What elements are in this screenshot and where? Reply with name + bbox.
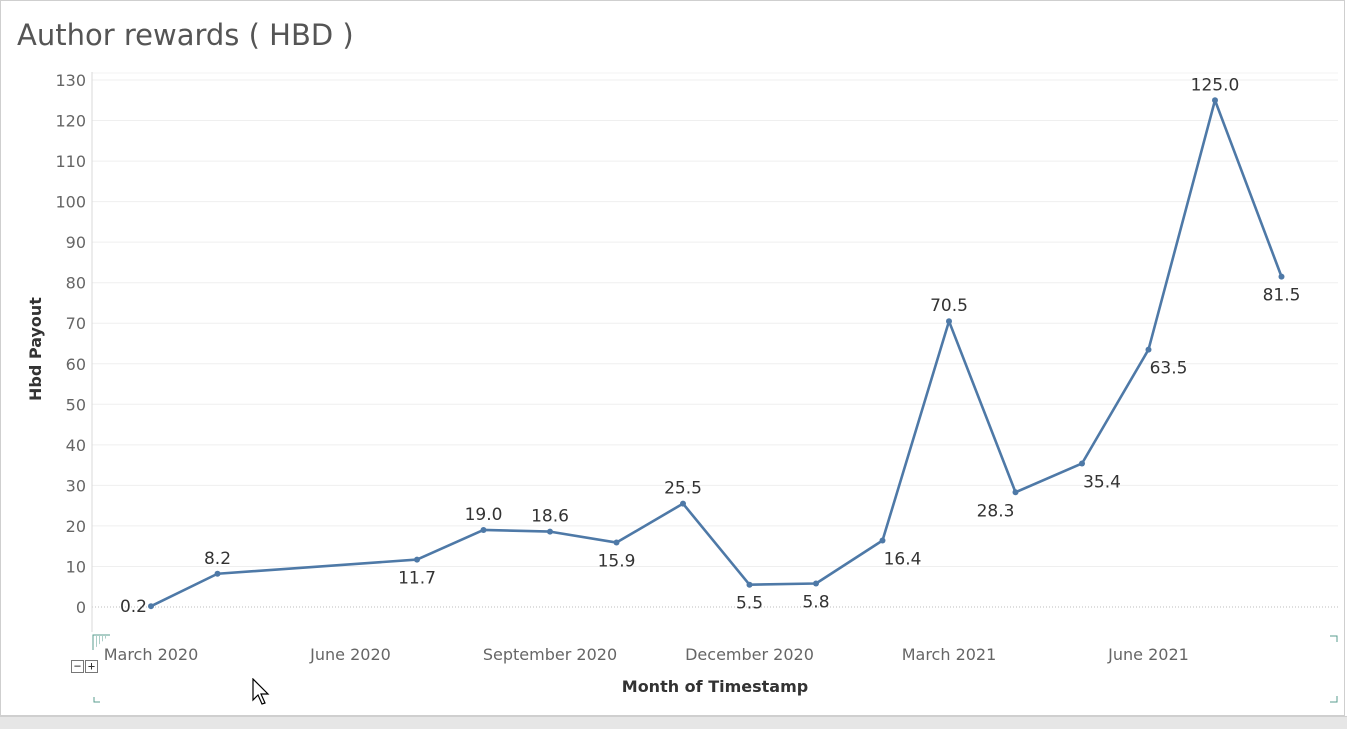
pane-corner-marker bbox=[1330, 635, 1338, 642]
data-point bbox=[680, 500, 686, 507]
y-tick-label: 80 bbox=[66, 274, 86, 293]
data-point bbox=[1012, 489, 1019, 496]
y-axis-title: Hbd Payout bbox=[26, 297, 45, 401]
pane-corner-marker bbox=[92, 634, 110, 650]
data-label: 70.5 bbox=[930, 296, 968, 316]
data-point bbox=[547, 528, 553, 535]
x-tick-label: December 2020 bbox=[685, 645, 814, 664]
data-label: 5.5 bbox=[736, 594, 763, 614]
data-labels: 0.2 8.2 11.7 19.0 18.6 15.9 25.5 5.5 5.8 16.4 70.5… bbox=[120, 75, 1300, 617]
zoom-in-button[interactable]: + bbox=[85, 660, 98, 673]
data-point bbox=[414, 556, 420, 563]
zoom-control: − + bbox=[71, 660, 101, 676]
pane-corner-hatch bbox=[94, 636, 108, 649]
data-points bbox=[148, 97, 1285, 610]
data-label: 11.7 bbox=[398, 569, 436, 589]
x-tick-label: June 2020 bbox=[309, 645, 391, 664]
axes: 0 10 20 30 40 50 60 70 80 90 100 110 120 130 March 202… bbox=[55, 71, 1188, 664]
y-tick-label: 40 bbox=[66, 436, 86, 455]
mouse-pointer-icon bbox=[252, 678, 270, 705]
data-point bbox=[613, 539, 620, 546]
data-point bbox=[1212, 97, 1218, 104]
data-label: 8.2 bbox=[204, 549, 231, 569]
series-polyline bbox=[149, 98, 1283, 608]
data-label: 16.4 bbox=[884, 550, 922, 570]
y-tick-label: 10 bbox=[66, 557, 86, 576]
x-tick-label: June 2021 bbox=[1107, 645, 1189, 664]
series-line bbox=[149, 98, 1283, 608]
data-point bbox=[746, 581, 753, 588]
data-label: 81.5 bbox=[1263, 286, 1301, 306]
data-point bbox=[1278, 273, 1285, 280]
x-tick-label: September 2020 bbox=[483, 645, 617, 664]
data-point bbox=[148, 603, 154, 610]
chart-title: Author rewards ( HBD ) bbox=[17, 18, 354, 52]
y-tick-label: 30 bbox=[66, 476, 86, 495]
y-tick-label: 120 bbox=[55, 112, 86, 131]
data-label: 63.5 bbox=[1150, 359, 1188, 379]
pane-corner-marker bbox=[1330, 696, 1338, 703]
y-tick-label: 60 bbox=[66, 355, 86, 374]
y-tick-label: 100 bbox=[55, 193, 86, 212]
pane-corners bbox=[92, 634, 1338, 703]
zoom-out-button[interactable]: − bbox=[71, 660, 84, 673]
data-label: 125.0 bbox=[1191, 75, 1240, 95]
x-tick-label: March 2020 bbox=[104, 645, 199, 664]
data-point bbox=[946, 318, 952, 325]
x-axis-title: Month of Timestamp bbox=[622, 677, 808, 696]
data-label: 25.5 bbox=[664, 479, 702, 499]
data-label: 18.6 bbox=[531, 507, 569, 527]
y-tick-label: 70 bbox=[66, 314, 86, 333]
pane-corner-marker bbox=[93, 697, 100, 703]
data-label: 19.0 bbox=[465, 505, 503, 525]
x-tick-label: March 2021 bbox=[902, 645, 997, 664]
y-tick-label: 50 bbox=[66, 395, 86, 414]
data-point bbox=[214, 570, 221, 577]
window-bottom-strip bbox=[0, 716, 1347, 729]
data-label: 35.4 bbox=[1083, 472, 1121, 492]
data-label: 28.3 bbox=[977, 501, 1015, 521]
data-point bbox=[813, 580, 819, 587]
y-tick-label: 20 bbox=[66, 517, 86, 536]
data-point bbox=[1079, 460, 1085, 467]
data-point bbox=[1145, 346, 1152, 353]
y-tick-label: 0 bbox=[76, 598, 86, 617]
gridlines bbox=[92, 72, 1338, 608]
data-label: 15.9 bbox=[598, 552, 636, 572]
y-tick-label: 90 bbox=[66, 233, 86, 252]
data-label: 0.2 bbox=[120, 597, 147, 617]
data-point bbox=[879, 537, 886, 544]
y-tick-label: 110 bbox=[55, 152, 86, 171]
data-point bbox=[480, 526, 487, 533]
y-tick-label: 130 bbox=[55, 71, 86, 90]
data-label: 5.8 bbox=[802, 592, 829, 612]
